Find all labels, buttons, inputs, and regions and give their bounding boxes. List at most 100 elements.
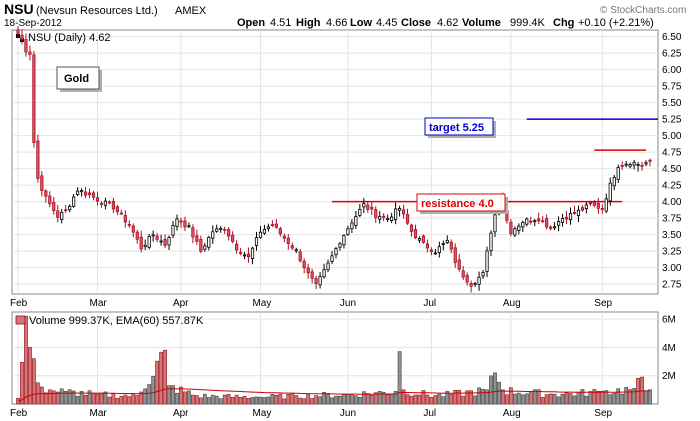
candle-body	[211, 231, 215, 239]
volume-bar	[604, 390, 609, 405]
volume-bar	[473, 395, 477, 405]
volume-bar	[87, 390, 92, 405]
candle-body	[616, 167, 620, 180]
volume-bar	[501, 389, 505, 405]
candle-body	[453, 247, 457, 263]
price-tick-label: 6.25	[662, 49, 682, 60]
volume-bar	[580, 389, 585, 405]
volume-bar	[600, 390, 605, 405]
volume-bar	[616, 388, 621, 405]
candle-body	[648, 159, 652, 162]
month-label: Mar	[89, 408, 107, 419]
month-label: Feb	[10, 408, 28, 419]
candle-body	[600, 208, 604, 210]
candle-body	[545, 218, 549, 228]
volume-bar	[389, 394, 394, 405]
volume-bar	[198, 397, 203, 405]
volume-bar	[560, 394, 565, 405]
volume-bar	[576, 391, 581, 405]
volume-bar	[238, 397, 243, 405]
candle-body	[32, 54, 36, 143]
candle-body	[378, 216, 382, 220]
volume-bar	[171, 385, 175, 405]
candle-body	[20, 34, 24, 40]
volume-bar	[318, 396, 322, 405]
volume-bar	[47, 389, 52, 405]
candle-body	[64, 209, 68, 212]
volume-bar	[143, 388, 148, 405]
volume-bar	[83, 395, 88, 405]
candle-body	[489, 232, 493, 252]
volume-bar	[246, 398, 251, 405]
candle-body	[568, 213, 573, 220]
volume-bar	[139, 391, 144, 405]
candle-body	[44, 190, 48, 197]
candle-body	[270, 224, 274, 226]
candle-body	[346, 228, 350, 235]
volume-bar	[187, 390, 191, 405]
volume-bar	[39, 386, 44, 405]
volume-bar	[405, 394, 410, 405]
candle-body	[119, 212, 123, 215]
volume-bar	[214, 395, 219, 405]
candle-body	[382, 215, 386, 218]
candle-body	[246, 253, 251, 258]
candle-body	[580, 207, 585, 211]
month-label: Apr	[173, 408, 189, 419]
candle-body	[620, 165, 624, 167]
price-tick-label: 5.75	[662, 82, 682, 93]
volume-bar	[258, 396, 263, 405]
volume-bar	[449, 394, 454, 405]
volume-bar	[516, 392, 521, 405]
candle-body	[254, 237, 259, 246]
month-label: Sep	[594, 408, 612, 419]
month-label: Jun	[340, 298, 356, 309]
volume-bar	[286, 393, 291, 405]
price-tick-label: 4.25	[662, 181, 682, 192]
volume-bar	[334, 395, 338, 405]
volume-bar	[349, 394, 354, 405]
volume-bar	[401, 389, 406, 405]
price-tick-label: 5.25	[662, 115, 682, 126]
candle-body	[24, 39, 28, 53]
volume-legend: Volume 999.37K, EMA(60) 557.87K	[15, 315, 204, 327]
candle-body	[215, 228, 219, 232]
candle-body	[306, 267, 310, 274]
volume-bar	[95, 393, 100, 405]
volume-value: 999.4K	[510, 17, 546, 29]
month-label: Mar	[89, 298, 107, 309]
gold-box: Gold	[56, 66, 102, 92]
candle-body	[461, 270, 465, 278]
volume-bar	[373, 392, 378, 405]
volume-bar	[497, 381, 501, 405]
volume-bar	[592, 389, 597, 405]
candle-body	[131, 225, 135, 233]
volume-bar	[632, 388, 636, 405]
month-label: May	[252, 298, 271, 309]
candle-body	[640, 164, 644, 167]
candle-body	[262, 229, 267, 234]
candle-body	[242, 254, 247, 257]
candle-body	[159, 240, 163, 243]
candle-body	[143, 244, 147, 248]
volume-grid	[14, 312, 658, 404]
volume-bar	[508, 387, 513, 405]
candle-body	[525, 218, 529, 225]
candle-body	[151, 234, 155, 237]
volume-tick-label: 6M	[662, 315, 676, 326]
candle-body	[529, 220, 533, 223]
volume-bar	[564, 392, 569, 405]
candle-body	[68, 206, 72, 211]
candle-body	[624, 163, 628, 166]
month-label: Apr	[173, 298, 189, 309]
candle-body	[183, 220, 187, 228]
price-legend-text: NSU (Daily) 4.62	[28, 32, 111, 44]
ema-line	[17, 388, 651, 402]
candle-body	[409, 224, 414, 232]
volume-bar	[298, 397, 303, 405]
candle-body	[72, 196, 76, 207]
volume-bar	[202, 393, 207, 405]
volume-bar	[453, 389, 458, 405]
volume-bar	[282, 398, 287, 405]
candle-body	[576, 209, 581, 216]
